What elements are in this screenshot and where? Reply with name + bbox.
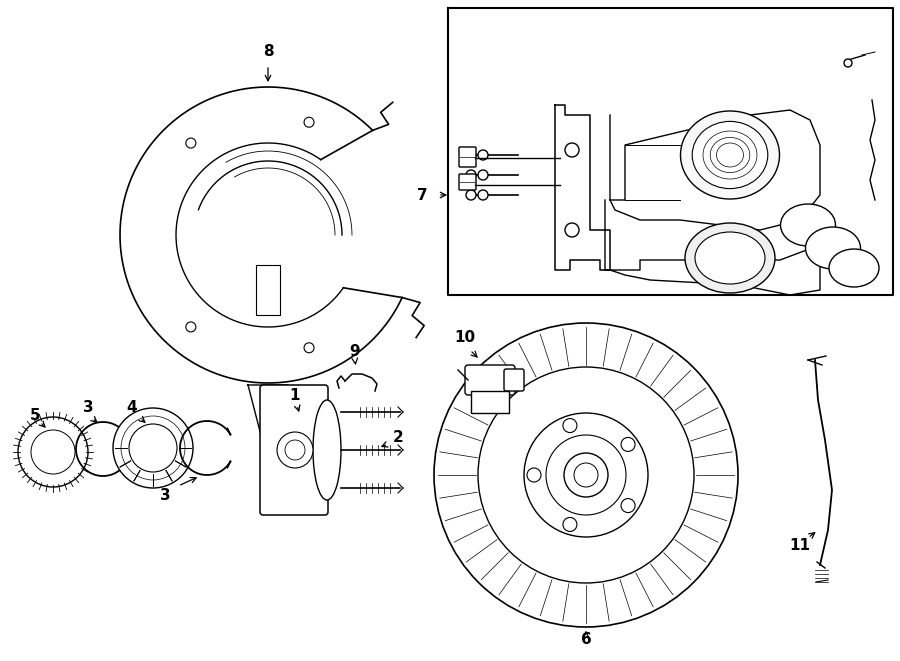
Ellipse shape [680,111,779,199]
FancyBboxPatch shape [260,385,328,515]
Text: 6: 6 [580,633,591,648]
Circle shape [574,463,598,487]
Circle shape [478,190,488,200]
Text: 10: 10 [454,330,475,346]
Circle shape [18,417,88,487]
Ellipse shape [313,400,341,500]
Circle shape [565,223,579,237]
Circle shape [562,518,577,531]
FancyBboxPatch shape [504,369,524,391]
FancyBboxPatch shape [471,391,509,413]
Ellipse shape [692,122,768,188]
Circle shape [621,498,635,512]
Text: 8: 8 [263,44,274,59]
Circle shape [466,170,476,180]
Circle shape [478,150,488,160]
Text: 2: 2 [392,430,403,446]
Circle shape [277,432,313,468]
Text: 7: 7 [418,188,428,202]
Ellipse shape [829,249,879,287]
Ellipse shape [780,204,835,246]
FancyBboxPatch shape [465,365,515,395]
Text: 3: 3 [83,401,94,416]
Circle shape [113,408,193,488]
Circle shape [844,59,852,67]
Circle shape [466,150,476,160]
Circle shape [524,413,648,537]
Circle shape [527,468,541,482]
Circle shape [564,453,608,497]
Text: 3: 3 [159,488,170,502]
FancyBboxPatch shape [459,147,476,167]
Circle shape [466,190,476,200]
Circle shape [31,430,75,474]
Circle shape [186,138,196,148]
Ellipse shape [806,227,860,269]
Circle shape [304,117,314,127]
Circle shape [304,343,314,353]
Circle shape [478,170,488,180]
Circle shape [546,435,626,515]
Circle shape [285,440,305,460]
Circle shape [565,143,579,157]
Circle shape [434,323,738,627]
Circle shape [562,418,577,432]
Text: 9: 9 [350,344,360,360]
Circle shape [621,438,635,451]
Text: 4: 4 [127,401,138,416]
Text: 5: 5 [30,407,40,422]
Circle shape [129,424,177,472]
Circle shape [186,322,196,332]
Text: 1: 1 [290,387,301,403]
Ellipse shape [695,232,765,284]
Circle shape [478,367,694,583]
Ellipse shape [685,223,775,293]
Text: 11: 11 [789,537,811,553]
FancyBboxPatch shape [459,174,476,190]
